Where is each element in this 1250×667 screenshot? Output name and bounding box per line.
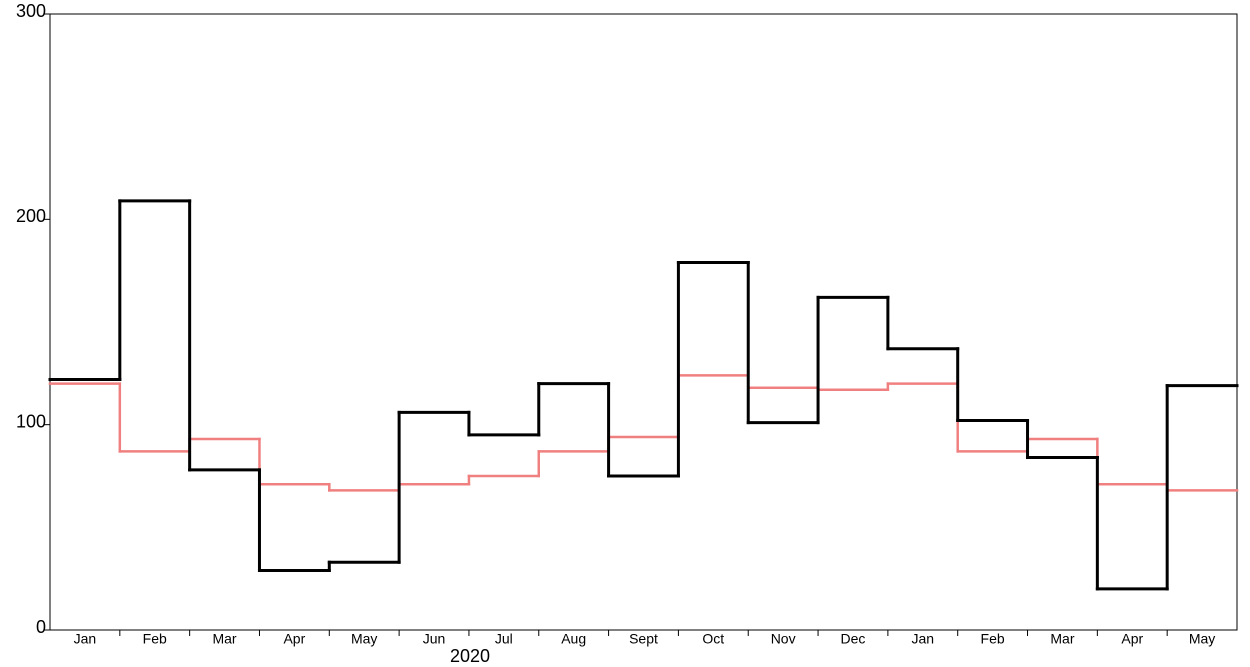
x-tick-label: Oct xyxy=(702,631,724,647)
x-tick-label: Aug xyxy=(561,631,586,647)
plot-frame xyxy=(49,13,1238,631)
x-tick-label: Feb xyxy=(981,631,1005,647)
x-tick-label: May xyxy=(351,631,377,647)
x-tick-label: Dec xyxy=(841,631,866,647)
x-tick-label: Jan xyxy=(74,631,97,647)
x-tick-label: May xyxy=(1189,631,1215,647)
x-tick-label: Apr xyxy=(1121,631,1143,647)
y-tick-label: 0 xyxy=(36,617,46,637)
y-tick-label: 200 xyxy=(16,206,46,226)
y-tick-label: 100 xyxy=(16,411,46,431)
x-tick-label: Mar xyxy=(1050,631,1074,647)
x-tick-label: Mar xyxy=(212,631,236,647)
x-tick-label: Jul xyxy=(495,631,513,647)
x-group-label: 2020 xyxy=(450,646,490,666)
x-tick-label: Apr xyxy=(283,631,305,647)
x-tick-label: Jun xyxy=(423,631,446,647)
x-tick-label: Sept xyxy=(629,631,658,647)
y-tick-label: 300 xyxy=(16,1,46,21)
x-tick-label: Feb xyxy=(143,631,167,647)
x-tick-label: Jan xyxy=(912,631,935,647)
x-tick-label: Nov xyxy=(771,631,796,647)
